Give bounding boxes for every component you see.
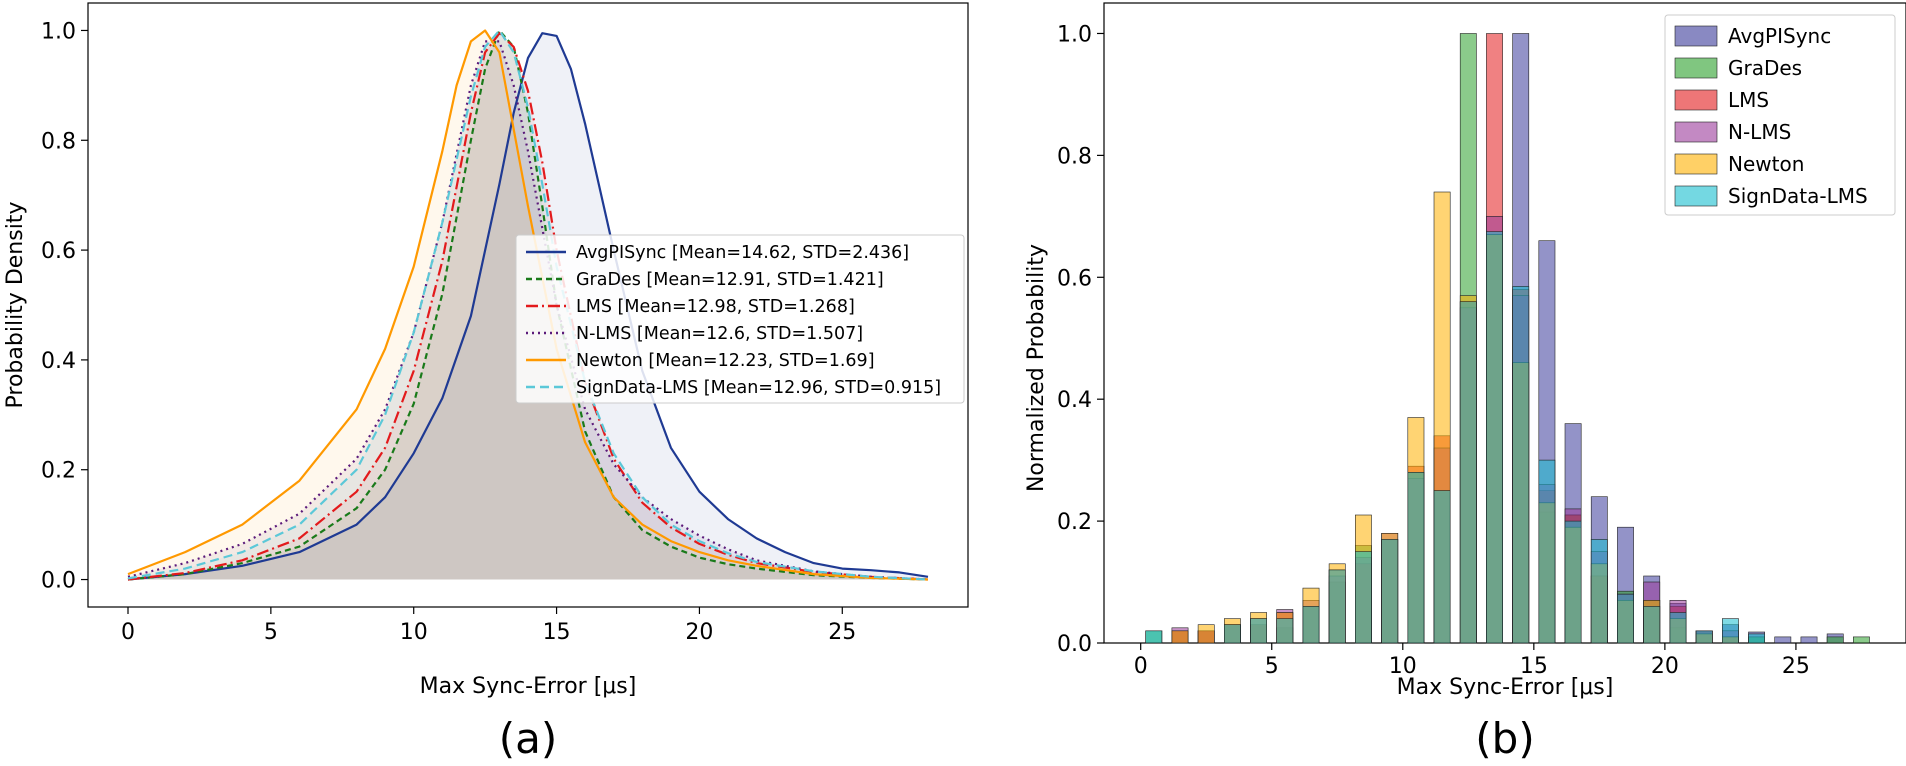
bar-signdata-lms [1695, 630, 1713, 644]
panel-b-legend-box [1664, 14, 1896, 216]
panel-a-legend: AvgPISync [Mean=14.62, STD=2.436] GraDes … [515, 234, 965, 404]
pdf-line-newton [127, 29, 929, 581]
pdf-line-lms [127, 32, 929, 581]
legend-label-grades: GraDes [Mean=12.91, STD=1.421] [576, 270, 884, 290]
panel-a-legend-box [515, 234, 965, 404]
bar-signdata-lms [1276, 618, 1294, 644]
bar-newton [1171, 630, 1189, 644]
bar-signdata-lms [1328, 569, 1346, 644]
panel-a-x-tick-label: 15 [543, 620, 571, 645]
legend-label-n-lms: N-LMS [Mean=12.6, STD=1.507] [576, 324, 863, 344]
panel-a-x-tick-label: 25 [828, 620, 856, 645]
legend-label-avgpisync: AvgPISync [1728, 24, 1831, 48]
legend-label-signdata-lms: SignData-LMS [Mean=12.96, STD=0.915] [576, 378, 941, 398]
bar-grades [1826, 636, 1844, 644]
bar-signdata-lms [1381, 539, 1399, 644]
bar-signdata-lms [1250, 618, 1268, 644]
bar-grades [1853, 636, 1870, 644]
panel-b-x-tick-label: 15 [1520, 654, 1548, 679]
legend-swatch-lms [1674, 89, 1718, 111]
pdf-line-grades [127, 29, 929, 581]
panel-b-y-tick-label: 0.6 [1057, 266, 1092, 291]
panel-b-x-tick-label: 0 [1134, 654, 1148, 679]
legend-label-avgpisync: AvgPISync [Mean=14.62, STD=2.436] [576, 243, 909, 263]
panel-b-x-tick-label: 5 [1265, 654, 1279, 679]
legend-swatch-newton [1674, 153, 1718, 175]
bar-signdata-lms [1302, 606, 1320, 644]
legend-label-newton: Newton [1728, 152, 1804, 176]
panel-b-y-tick-label: 0.0 [1057, 632, 1092, 657]
bar-signdata-lms [1145, 630, 1163, 644]
bar-signdata-lms [1433, 490, 1451, 644]
panel-a-x-tick-label: 0 [121, 620, 135, 645]
panel-b-y-tick-label: 0.2 [1057, 510, 1092, 535]
bar-signdata-lms [1459, 301, 1477, 644]
bar-signdata-lms [1512, 286, 1530, 644]
panel-a-y-tick-label: 0.6 [41, 239, 76, 264]
legend-swatch-n-lms [1674, 121, 1718, 143]
bar-signdata-lms [1486, 231, 1503, 644]
panel-a-pdf-chart: 0 5 10 15 20 25 0.0 0.2 0.4 0.6 0.8 1.0 Max Sync-Er… [3, 2, 969, 763]
legend-label-newton: Newton [Mean=12.23, STD=1.69] [576, 351, 875, 371]
bar-signdata-lms [1564, 520, 1582, 644]
panel-b-y-tick-label: 1.0 [1057, 22, 1092, 47]
bar-newton [1197, 624, 1215, 644]
pdf-line-n-lms [127, 40, 929, 581]
bar-signdata-lms [1669, 612, 1687, 644]
legend-label-signdata-lms: SignData-LMS [1728, 184, 1868, 208]
panel-a-x-tick-label: 20 [685, 620, 713, 645]
bar-avgpisync [1774, 636, 1792, 644]
bar-signdata-lms [1617, 593, 1634, 644]
bar-signdata-lms [1590, 539, 1608, 644]
panel-a-y-tick-label: 0.0 [41, 569, 76, 594]
legend-label-lms: LMS [Mean=12.98, STD=1.268] [576, 297, 855, 317]
panel-a-caption: (a) [499, 714, 558, 763]
panel-b-x-label: Max Sync-Error [μs] [1397, 675, 1614, 700]
panel-a-y-tick-label: 0.8 [41, 129, 76, 154]
legend-swatch-signdata-lms [1674, 185, 1718, 207]
legend-label-n-lms: N-LMS [1728, 120, 1791, 144]
panel-a-y-label: Probability Density [3, 202, 28, 409]
panel-a-y-tick-label: 0.2 [41, 459, 76, 484]
pdf-line-signdata-lms [127, 29, 929, 581]
panel-b-x-tick-label: 10 [1389, 654, 1417, 679]
panel-a-x-tick-label: 10 [400, 620, 428, 645]
bar-signdata-lms [1538, 459, 1556, 644]
panel-b-y-tick-label: 0.4 [1057, 388, 1092, 413]
bar-signdata-lms [1407, 471, 1425, 644]
bar-avgpisync [1800, 636, 1818, 644]
panel-b-y-label: Normalized Probability [1024, 244, 1049, 492]
legend-swatch-avgpisync [1674, 25, 1718, 47]
legend-label-grades: GraDes [1728, 56, 1802, 80]
panel-b-caption: (b) [1475, 714, 1534, 763]
panel-a-x-tick-label: 5 [264, 620, 278, 645]
pdf-line-avgpisync [127, 32, 929, 581]
panel-b-y-tick-label: 0.8 [1057, 144, 1092, 169]
legend-swatch-grades [1674, 57, 1718, 79]
bar-signdata-lms [1722, 618, 1739, 644]
panel-b-x-tick-label: 25 [1782, 654, 1810, 679]
panel-b-legend: AvgPISync GraDes LMS N-LMS Newton SignData-LM… [1664, 14, 1896, 216]
panel-b-x-tick-label: 20 [1651, 654, 1679, 679]
bar-signdata-lms [1643, 606, 1661, 644]
panel-a-y-tick-label: 0.4 [41, 349, 76, 374]
panel-a-x-label: Max Sync-Error [μs] [420, 674, 637, 699]
bar-signdata-lms [1224, 624, 1241, 644]
panel-a-y-tick-label: 1.0 [41, 19, 76, 44]
panel-b-histogram-chart: 0 5 10 15 20 25 0.0 0.2 0.4 0.6 0.8 1.0 Max Sync-Er… [1024, 2, 1906, 763]
legend-label-lms: LMS [1728, 88, 1769, 112]
bar-signdata-lms [1748, 633, 1766, 644]
bar-signdata-lms [1355, 551, 1372, 644]
